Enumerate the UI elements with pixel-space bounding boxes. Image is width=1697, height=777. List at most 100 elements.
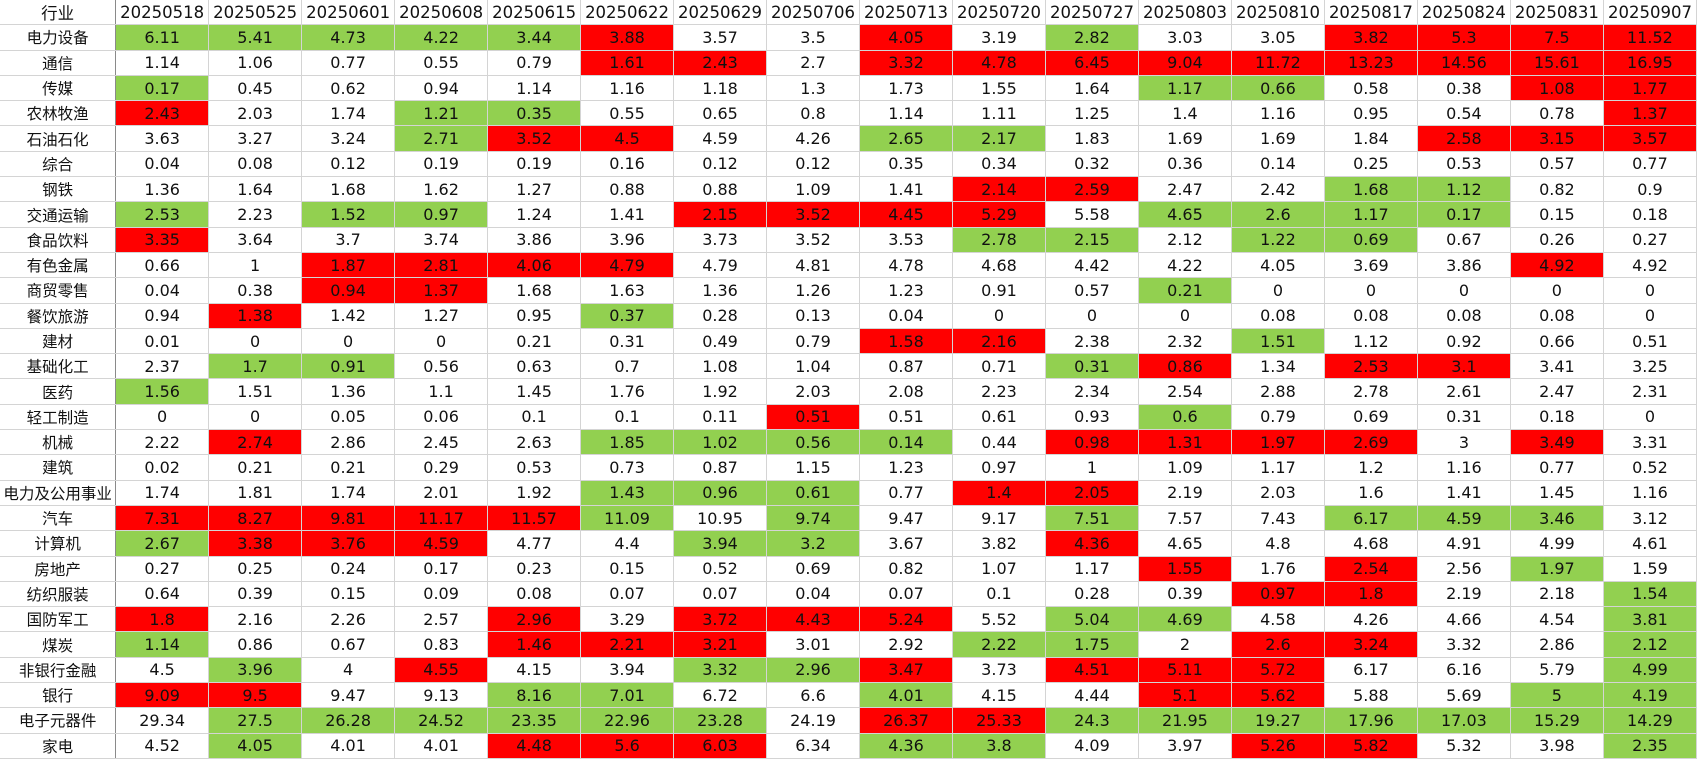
value-cell[interactable]: 0.35 [859,151,953,178]
value-cell[interactable]: 2.22 [952,631,1046,658]
value-cell[interactable]: 0.95 [1324,100,1418,127]
value-cell[interactable]: 0.79 [487,50,582,76]
value-cell[interactable]: 1.36 [115,176,210,203]
value-cell[interactable]: 4.45 [859,201,953,228]
value-cell[interactable]: 0.04 [766,581,861,608]
value-cell[interactable]: 0.91 [952,277,1046,304]
value-cell[interactable]: 0.97 [952,454,1046,481]
value-cell[interactable]: 4.01 [394,733,489,759]
value-cell[interactable]: 0.58 [1324,75,1418,102]
value-cell[interactable]: 2.23 [208,201,303,228]
value-cell[interactable]: 1.6 [1324,480,1418,506]
value-cell[interactable]: 0.92 [1417,328,1511,355]
value-cell[interactable]: 0.08 [1510,303,1604,329]
column-header[interactable]: 20250803 [1138,0,1232,26]
value-cell[interactable]: 2.86 [1510,631,1604,658]
value-cell[interactable]: 2.03 [208,100,303,127]
value-cell[interactable]: 6.17 [1324,505,1418,532]
column-header[interactable]: 20250608 [394,0,489,26]
value-cell[interactable]: 0.19 [487,151,582,178]
column-header[interactable]: 20250727 [1045,0,1139,26]
value-cell[interactable]: 0.7 [580,353,675,380]
industry-name-cell[interactable]: 建筑 [0,454,117,481]
value-cell[interactable]: 0 [208,328,303,355]
value-cell[interactable]: 5.69 [1417,682,1511,709]
value-cell[interactable]: 0.28 [1045,581,1139,608]
value-cell[interactable]: 0.12 [301,151,396,178]
value-cell[interactable]: 0.31 [1417,404,1511,431]
value-cell[interactable]: 6.6 [766,682,861,709]
value-cell[interactable]: 1.41 [1417,480,1511,506]
value-cell[interactable]: 5.24 [859,606,953,633]
value-cell[interactable]: 4.06 [487,252,582,279]
value-cell[interactable]: 2.16 [208,606,303,633]
value-cell[interactable]: 0.97 [394,201,489,228]
value-cell[interactable]: 0.02 [115,454,210,481]
value-cell[interactable]: 3.57 [673,24,768,51]
value-cell[interactable]: 4.05 [208,733,303,759]
value-cell[interactable]: 0.52 [1603,454,1697,481]
value-cell[interactable]: 1.04 [766,353,861,380]
column-header[interactable]: 20250706 [766,0,861,26]
value-cell[interactable]: 0.23 [487,556,582,582]
value-cell[interactable]: 2.61 [1417,378,1511,405]
value-cell[interactable]: 4.26 [766,125,861,152]
value-cell[interactable]: 0.04 [115,151,210,178]
value-cell[interactable]: 1.8 [1324,581,1418,608]
value-cell[interactable]: 2.47 [1510,378,1604,405]
value-cell[interactable]: 1.12 [1324,328,1418,355]
value-cell[interactable]: 1.1 [394,378,489,405]
industry-name-cell[interactable]: 纺织服装 [0,581,117,608]
value-cell[interactable]: 0.6 [1138,404,1232,431]
value-cell[interactable]: 1.68 [301,176,396,203]
industry-name-cell[interactable]: 汽车 [0,505,117,532]
value-cell[interactable]: 0.31 [1045,353,1139,380]
column-header[interactable]: 20250907 [1603,0,1697,26]
value-cell[interactable]: 4.78 [859,252,953,279]
value-cell[interactable]: 4.01 [859,682,953,709]
value-cell[interactable]: 1.08 [673,353,768,380]
value-cell[interactable]: 5.32 [1417,733,1511,759]
value-cell[interactable]: 1.52 [301,201,396,228]
value-cell[interactable]: 1.45 [487,378,582,405]
value-cell[interactable]: 0.08 [1324,303,1418,329]
industry-name-cell[interactable]: 房地产 [0,556,117,582]
value-cell[interactable]: 1.74 [115,480,210,506]
value-cell[interactable]: 1.34 [1231,353,1325,380]
value-cell[interactable]: 1.26 [766,277,861,304]
value-cell[interactable]: 4.73 [301,24,396,51]
value-cell[interactable]: 2.71 [394,125,489,152]
value-cell[interactable]: 1.58 [859,328,953,355]
value-cell[interactable]: 14.29 [1603,707,1697,734]
value-cell[interactable]: 0.09 [394,581,489,608]
value-cell[interactable]: 4.19 [1603,682,1697,709]
value-cell[interactable]: 1.37 [394,277,489,304]
value-cell[interactable]: 2.69 [1324,429,1418,456]
value-cell[interactable]: 0.86 [208,631,303,658]
value-cell[interactable]: 1.75 [1045,631,1139,658]
value-cell[interactable]: 5.1 [1138,682,1232,709]
value-cell[interactable]: 1.27 [487,176,582,203]
value-cell[interactable]: 0.44 [952,429,1046,456]
value-cell[interactable]: 3.94 [673,530,768,557]
value-cell[interactable]: 1.08 [1510,75,1604,102]
value-cell[interactable]: 5.72 [1231,657,1325,684]
value-cell[interactable]: 3.76 [301,530,396,557]
value-cell[interactable]: 0.25 [1324,151,1418,178]
value-cell[interactable]: 3.19 [952,24,1046,51]
value-cell[interactable]: 0.07 [580,581,675,608]
value-cell[interactable]: 3.98 [1510,733,1604,759]
value-cell[interactable]: 21.95 [1138,707,1232,734]
value-cell[interactable]: 0.61 [766,480,861,506]
value-cell[interactable]: 4.05 [859,24,953,51]
value-cell[interactable]: 3.86 [1417,252,1511,279]
value-cell[interactable]: 1.14 [859,100,953,127]
value-cell[interactable]: 2.59 [1045,176,1139,203]
value-cell[interactable]: 4.68 [952,252,1046,279]
value-cell[interactable]: 3.47 [859,657,953,684]
value-cell[interactable]: 2.63 [487,429,582,456]
value-cell[interactable]: 2.08 [859,378,953,405]
value-cell[interactable]: 7.57 [1138,505,1232,532]
value-cell[interactable]: 0 [208,404,303,431]
value-cell[interactable]: 11.17 [394,505,489,532]
